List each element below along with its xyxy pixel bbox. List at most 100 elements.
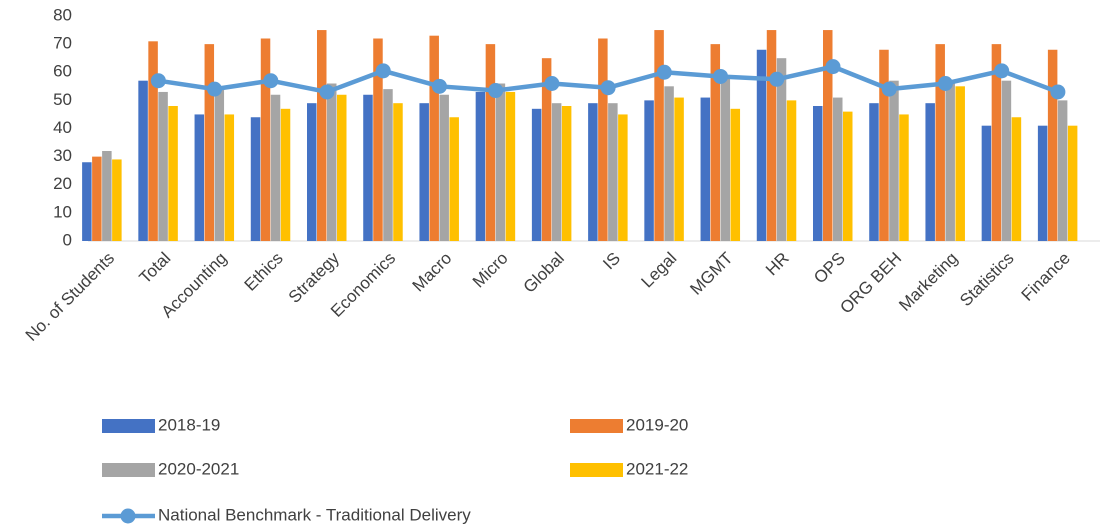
y-tick-label: 0 — [63, 230, 72, 249]
legend-swatch — [570, 419, 623, 433]
bar — [92, 156, 102, 241]
y-tick-label: 10 — [53, 202, 72, 221]
bar — [608, 103, 618, 241]
bar — [485, 44, 496, 241]
bar — [664, 86, 674, 241]
y-tick-label: 20 — [53, 174, 72, 193]
bar — [654, 30, 664, 241]
bar — [1011, 117, 1022, 241]
line-marker — [825, 59, 841, 75]
bar — [756, 49, 767, 241]
bar — [541, 58, 552, 241]
bar — [393, 103, 403, 241]
y-tick-label: 60 — [53, 62, 72, 81]
bar — [869, 103, 879, 241]
x-tick-label: Marketing — [895, 249, 961, 315]
x-tick-label: HR — [762, 249, 793, 280]
bar — [598, 38, 608, 241]
bar — [270, 94, 281, 241]
bar — [700, 97, 711, 241]
line-marker — [769, 71, 785, 87]
bar — [991, 44, 1002, 241]
x-tick-label: OPS — [810, 249, 849, 288]
legend-label: 2020-2021 — [158, 459, 239, 478]
bar — [935, 44, 945, 241]
bar — [1047, 49, 1058, 241]
bar — [561, 106, 572, 241]
bar — [551, 103, 562, 241]
line-marker — [656, 64, 672, 80]
bar — [439, 94, 449, 241]
bar — [730, 108, 741, 241]
x-tick-label: Total — [135, 249, 174, 288]
x-tick-label: ORG BEH — [836, 249, 905, 318]
x-tick-label: No. of Students — [22, 249, 118, 345]
bar — [843, 111, 853, 241]
bar — [363, 94, 373, 241]
bar — [945, 80, 955, 241]
x-tick-label: Legal — [637, 249, 680, 292]
bar — [1037, 125, 1048, 241]
bar — [383, 89, 393, 241]
bar — [337, 94, 347, 241]
legend-label: 2021-22 — [626, 459, 688, 478]
legend-swatch — [102, 463, 155, 477]
bar — [138, 80, 148, 241]
line-marker — [431, 78, 447, 94]
legend-swatch — [570, 463, 623, 477]
line-marker — [544, 76, 560, 91]
line-marker — [994, 63, 1010, 79]
legend-label: 2019-20 — [626, 415, 688, 434]
bar — [429, 35, 439, 241]
line-marker — [937, 76, 953, 91]
bar — [250, 117, 261, 241]
x-tick-label: IS — [599, 249, 624, 274]
bar — [148, 41, 158, 241]
bar — [879, 49, 889, 241]
line-marker — [375, 63, 391, 79]
y-tick-label: 80 — [53, 5, 72, 24]
x-tick-label: Global — [520, 249, 568, 297]
bar — [710, 44, 721, 241]
bar — [955, 86, 965, 241]
bar — [168, 106, 178, 241]
bar — [495, 83, 506, 241]
bar — [280, 108, 291, 241]
x-tick-label: MGMT — [686, 249, 736, 299]
line-marker — [881, 81, 897, 97]
bar — [813, 106, 823, 241]
bar — [327, 83, 337, 241]
legend-label: National Benchmark - Traditional Deliver… — [158, 505, 471, 524]
bar — [307, 103, 317, 241]
bar — [419, 103, 429, 241]
y-tick-label: 70 — [53, 34, 72, 53]
bar — [194, 114, 205, 241]
bar — [317, 30, 327, 241]
bar — [925, 103, 935, 241]
bar — [889, 80, 899, 241]
y-tick-label: 30 — [53, 146, 72, 165]
x-tick-label: Finance — [1018, 249, 1074, 305]
bar — [102, 151, 112, 241]
bar — [505, 91, 516, 241]
bar — [588, 103, 598, 241]
bar — [1067, 125, 1078, 241]
bar — [373, 38, 383, 241]
legend-marker — [120, 508, 136, 524]
bar — [786, 100, 797, 241]
line-marker — [207, 81, 223, 97]
x-tick-label: Statistics — [956, 249, 1018, 311]
y-tick-label: 40 — [53, 118, 72, 137]
bar — [204, 44, 215, 241]
bar — [720, 75, 731, 241]
bar — [1057, 100, 1068, 241]
bar — [833, 97, 843, 241]
line-marker — [488, 83, 504, 99]
line-marker — [319, 84, 335, 100]
x-tick-label: Strategy — [285, 248, 344, 307]
x-tick-label: Ethics — [241, 249, 287, 295]
x-tick-label: Macro — [409, 249, 456, 296]
legend-label: 2018-19 — [158, 415, 220, 434]
bar — [531, 108, 542, 241]
